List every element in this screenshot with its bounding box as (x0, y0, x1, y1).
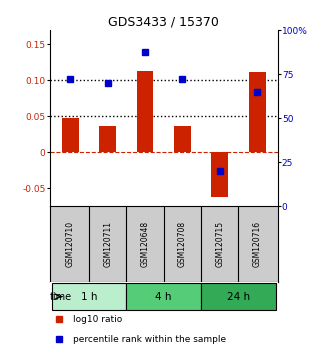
Text: 4 h: 4 h (155, 292, 172, 302)
Text: percentile rank within the sample: percentile rank within the sample (73, 335, 226, 344)
Text: GSM120648: GSM120648 (141, 221, 150, 267)
Bar (62, 118, 79, 152)
Bar (249, 73, 265, 152)
Bar (137, 71, 153, 152)
Text: 1 h: 1 h (81, 292, 97, 302)
Bar (52, 283, 126, 310)
Bar (99, 126, 116, 152)
Bar (126, 283, 201, 310)
Text: log10 ratio: log10 ratio (73, 315, 122, 324)
Text: GSM120711: GSM120711 (103, 221, 112, 267)
Text: GSM120715: GSM120715 (215, 221, 224, 267)
Text: 24 h: 24 h (227, 292, 250, 302)
Bar (174, 126, 191, 152)
Text: GSM120716: GSM120716 (253, 221, 262, 267)
Bar (211, 152, 228, 198)
Text: GSM120708: GSM120708 (178, 221, 187, 267)
Title: GDS3433 / 15370: GDS3433 / 15370 (108, 16, 219, 29)
Text: GSM120710: GSM120710 (66, 221, 75, 267)
Bar (201, 283, 276, 310)
Text: time: time (50, 292, 72, 302)
